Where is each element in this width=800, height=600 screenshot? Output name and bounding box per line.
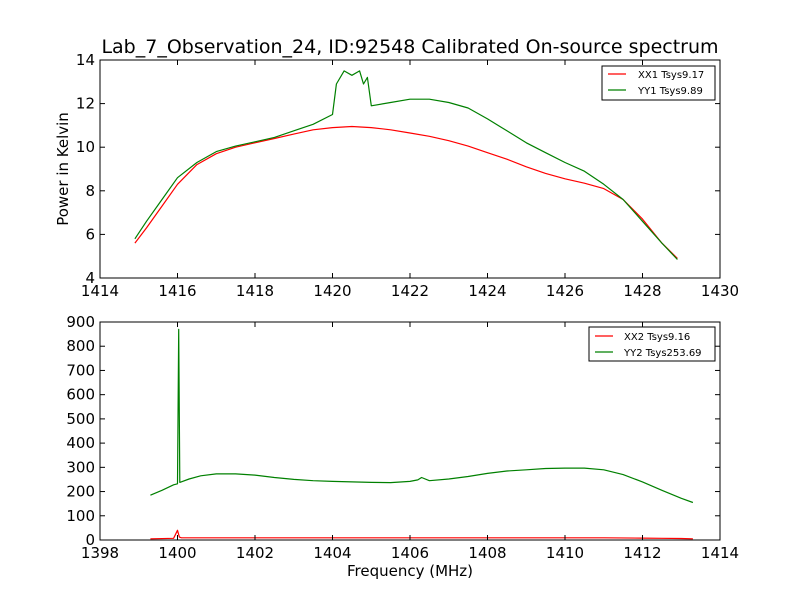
top-xtick-label: 1428 — [623, 282, 661, 300]
bottom-ytick-label: 800 — [66, 337, 95, 355]
top-xtick-label: 1416 — [158, 282, 196, 300]
top-legend-label-yy1: YY1 Tsys9.89 — [637, 86, 703, 97]
bottom-xtick-label: 1406 — [391, 544, 429, 562]
bottom-xtick-label: 1402 — [236, 544, 274, 562]
bottom-legend-box — [588, 326, 716, 362]
bottom-xtick-label: 1414 — [701, 544, 739, 562]
top-series-layer — [134, 70, 678, 260]
bottom-legend-label-yy2: YY2 Tsys253.69 — [623, 348, 702, 359]
top-chart-ylabel: Power in Kelvin — [54, 112, 72, 226]
top-xtick-label: 1422 — [391, 282, 429, 300]
bottom-series-layer — [150, 328, 694, 540]
bottom-legend: XX2 Tsys9.16 YY2 Tsys253.69 — [588, 326, 716, 362]
bottom-ytick-label: 200 — [66, 483, 95, 501]
bottom-ytick-label: 500 — [66, 410, 95, 428]
top-ytick-label: 12 — [76, 95, 95, 113]
bottom-ytick-label: 300 — [66, 458, 95, 476]
top-xtick-label: 1418 — [236, 282, 274, 300]
top-tick-layer: 1414 1416 1418 1420 1422 1424 1426 1428 1430 4 6 8 1… — [76, 51, 739, 300]
bottom-ytick-label: 700 — [66, 361, 95, 379]
top-xtick-label: 1414 — [81, 282, 119, 300]
top-xtick-label: 1424 — [468, 282, 506, 300]
top-xtick-label: 1430 — [701, 282, 739, 300]
top-ytick-label: 8 — [85, 182, 95, 200]
top-ytick-label: 4 — [85, 269, 95, 287]
bottom-ytick-label: 0 — [85, 531, 95, 549]
top-xtick-label: 1426 — [546, 282, 584, 300]
bottom-series-yy-line — [150, 328, 694, 504]
bottom-series-xx-line — [150, 529, 693, 540]
top-ytick-label: 6 — [85, 225, 95, 243]
bottom-xtick-label: 1410 — [546, 544, 584, 562]
top-chart: Lab_7_Observation_24, ID:92548 Calibrate… — [54, 36, 739, 300]
bottom-legend-label-xx2: XX2 Tsys9.16 — [624, 332, 690, 343]
top-legend-box — [601, 65, 716, 101]
top-ytick-label: 10 — [76, 138, 95, 156]
top-legend: XX1 Tsys9.17 YY1 Tsys9.89 — [601, 65, 716, 101]
bottom-xtick-label: 1398 — [81, 544, 119, 562]
bottom-xtick-label: 1400 — [158, 544, 196, 562]
bottom-ytick-label: 100 — [66, 507, 95, 525]
bottom-chart-xlabel: Frequency (MHz) — [347, 562, 473, 580]
top-legend-label-xx1: XX1 Tsys9.17 — [638, 70, 704, 81]
bottom-ytick-label: 400 — [66, 434, 95, 452]
top-series-yy-line — [134, 70, 678, 260]
bottom-xtick-label: 1412 — [623, 544, 661, 562]
bottom-xtick-label: 1404 — [313, 544, 351, 562]
bottom-ytick-label: 600 — [66, 386, 95, 404]
top-plot-frame — [99, 59, 721, 279]
bottom-chart: Frequency (MHz) 1398 1400 1402 1404 1406 1408… — [66, 313, 739, 580]
bottom-plot-frame — [99, 321, 721, 541]
top-series-xx-line — [134, 125, 678, 259]
bottom-ytick-label: 900 — [66, 313, 95, 331]
top-chart-title: Lab_7_Observation_24, ID:92548 Calibrate… — [101, 36, 718, 58]
bottom-xtick-label: 1408 — [468, 544, 506, 562]
top-xtick-label: 1420 — [313, 282, 351, 300]
top-ytick-label: 14 — [76, 51, 95, 69]
